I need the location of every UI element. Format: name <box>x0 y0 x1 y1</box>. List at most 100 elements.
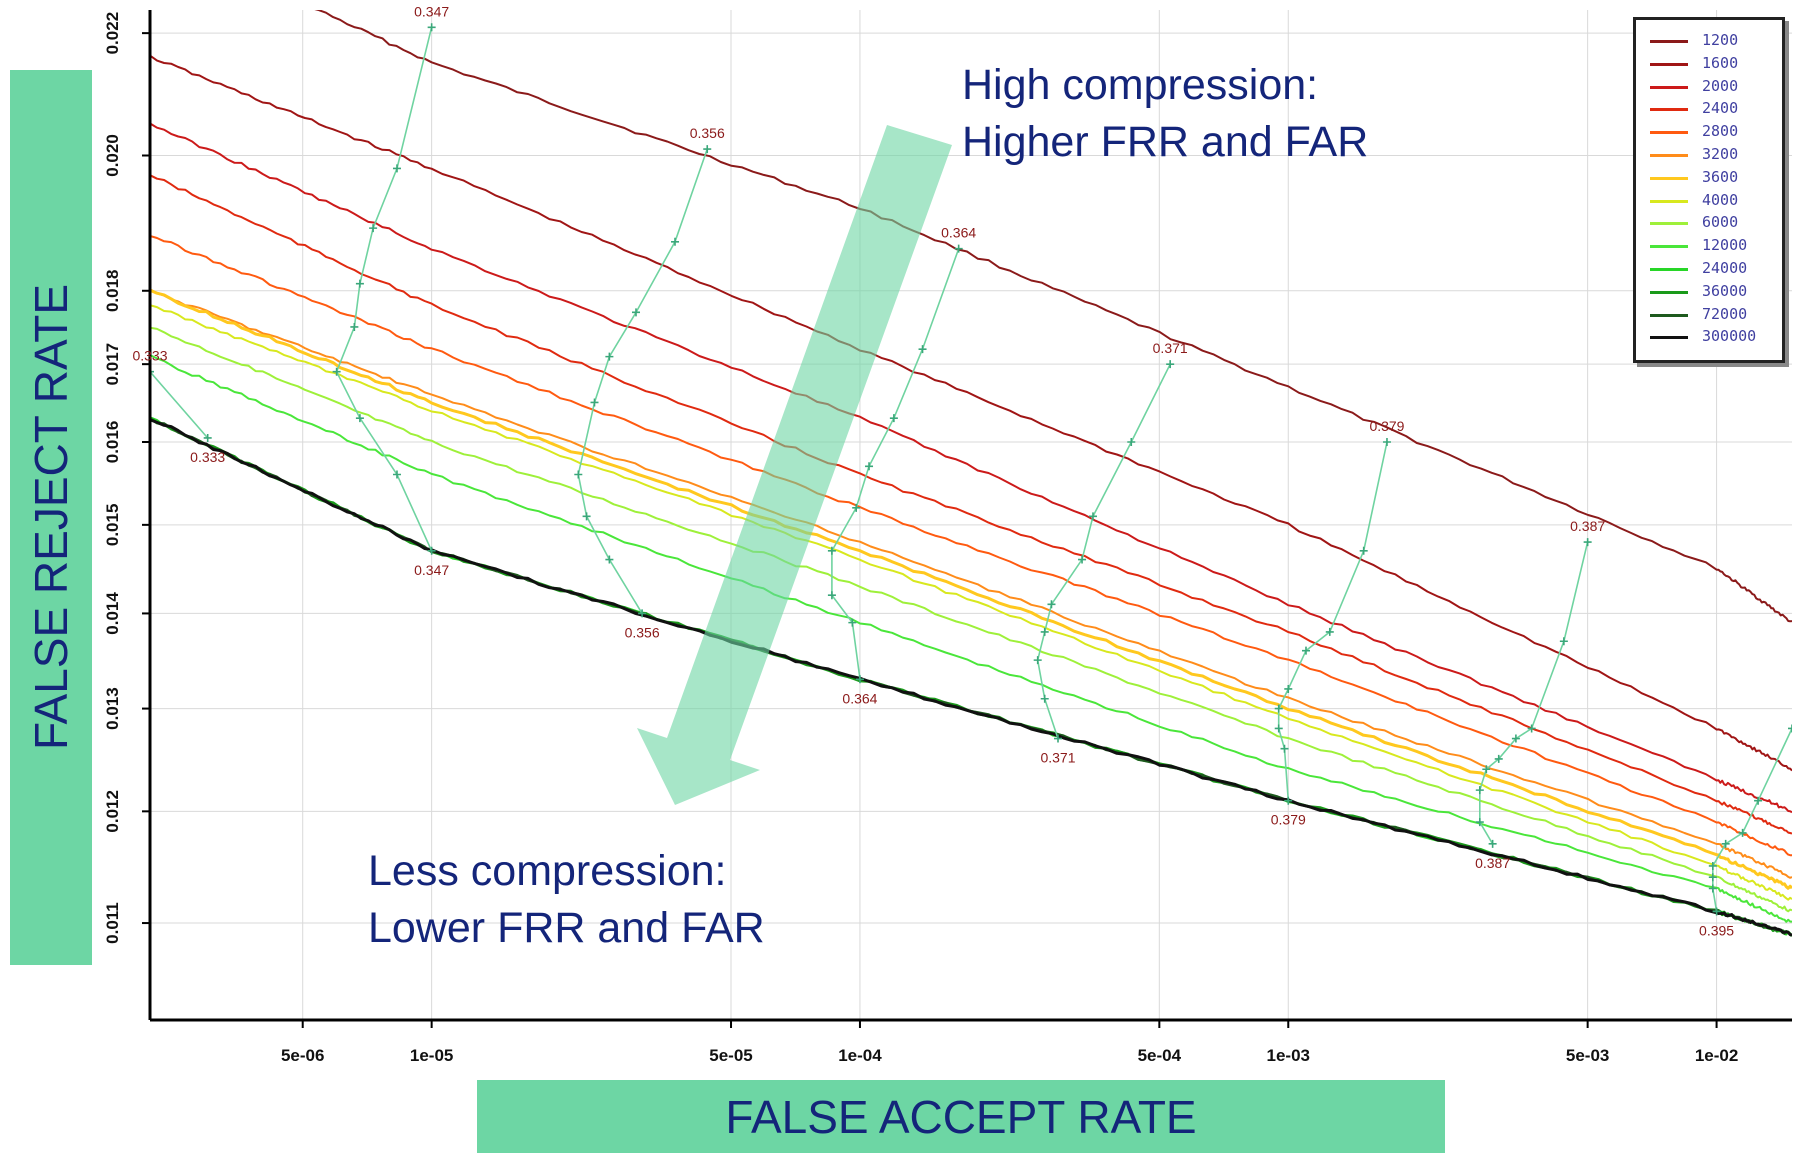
threshold-marker <box>1754 796 1763 805</box>
legend-label: 300000 <box>1702 327 1757 346</box>
threshold-label-bottom: 0.333 <box>190 449 225 465</box>
legend-swatch <box>1650 108 1688 112</box>
compression-arrow <box>637 125 952 805</box>
legend-label: 2800 <box>1702 122 1739 141</box>
y-tick-label: 0.015 <box>103 504 122 547</box>
series-line-3200 <box>150 288 1792 879</box>
threshold-marker <box>1274 704 1283 713</box>
legend-label: 36000 <box>1702 281 1748 300</box>
threshold-label-top: 0.387 <box>1570 518 1605 534</box>
threshold-marker <box>1274 724 1283 733</box>
threshold-marker <box>427 23 436 32</box>
threshold-marker <box>1708 873 1717 882</box>
threshold-marker <box>1127 437 1136 446</box>
legend-label: 3200 <box>1702 145 1739 163</box>
threshold-marker <box>1033 656 1042 665</box>
threshold-label-bottom: 0.356 <box>625 624 660 640</box>
legend-item: 1600 <box>1650 53 1780 75</box>
legend-item: 12000 <box>1650 235 1780 257</box>
threshold-lines <box>150 23 1792 916</box>
threshold-marker <box>1040 694 1049 703</box>
x-tick-label: 1e-04 <box>838 1046 882 1065</box>
legend-swatch <box>1650 40 1688 43</box>
legend-swatch <box>1650 336 1688 340</box>
legend-item: 3200 <box>1650 144 1780 166</box>
threshold-marker <box>918 345 927 354</box>
threshold-marker <box>1583 538 1592 547</box>
legend-swatch <box>1650 62 1688 66</box>
x-tick-label: 1e-05 <box>410 1046 453 1065</box>
threshold-marker <box>671 237 680 246</box>
legend-item: 72000 <box>1650 304 1780 326</box>
threshold-marker <box>1494 754 1503 763</box>
legend-swatch <box>1650 131 1688 135</box>
legend-swatch <box>1650 154 1688 157</box>
threshold-marker <box>827 591 836 600</box>
legend-swatch <box>1650 222 1688 226</box>
series-line-12000 <box>150 354 1792 923</box>
threshold-label-top: 0.364 <box>941 225 976 241</box>
threshold-marker <box>355 279 364 288</box>
threshold-marker <box>1302 646 1310 655</box>
legend-item: 300000 <box>1650 326 1780 348</box>
low-compression-line1: Less compression: <box>368 847 727 895</box>
threshold-label-bottom: 0.379 <box>1271 812 1306 828</box>
threshold-marker <box>1325 627 1334 636</box>
threshold-label-bottom: 0.371 <box>1040 750 1075 766</box>
threshold-marker <box>1382 437 1391 446</box>
threshold-marker <box>889 414 898 423</box>
series-line-300000 <box>150 418 1792 937</box>
legend-item: 36000 <box>1650 281 1780 303</box>
high-compression-note: High compression: Higher FRR and FAR <box>962 57 1368 171</box>
legend-swatch <box>1650 268 1688 271</box>
threshold-marker <box>1488 839 1497 848</box>
threshold-label-top: 0.333 <box>132 348 167 364</box>
threshold-marker <box>1054 734 1063 743</box>
threshold-marker <box>852 503 861 512</box>
legend-swatch <box>1650 199 1688 203</box>
legend-label: 24000 <box>1702 259 1748 277</box>
high-compression-line1: High compression: <box>962 61 1319 109</box>
threshold-marker <box>1280 744 1289 753</box>
y-tick-label: 0.012 <box>103 790 122 833</box>
low-compression-note: Less compression: Lower FRR and FAR <box>368 843 765 957</box>
legend-label: 4000 <box>1702 190 1739 209</box>
threshold-label-bottom: 0.364 <box>842 690 877 706</box>
y-tick-label: 0.011 <box>103 902 122 944</box>
threshold-marker <box>355 414 364 423</box>
legend-swatch <box>1650 290 1688 294</box>
threshold-marker <box>1284 796 1293 805</box>
legend-swatch <box>1650 176 1688 180</box>
xlabel-banner <box>477 1080 1445 1153</box>
threshold-marker <box>1088 512 1097 521</box>
threshold-label-top: 0.356 <box>690 125 725 141</box>
threshold-marker <box>1738 828 1747 837</box>
threshold-marker <box>1708 884 1717 893</box>
threshold-marker <box>582 512 591 521</box>
legend-label: 1200 <box>1702 31 1739 49</box>
threshold-marker <box>848 618 857 627</box>
x-axis-label: FALSE ACCEPT RATE <box>725 1091 1197 1143</box>
threshold-marker <box>638 609 647 618</box>
y-tick-label: 0.020 <box>103 134 122 177</box>
legend-item: 2800 <box>1650 121 1780 143</box>
y-tick-label: 0.014 <box>103 592 122 635</box>
threshold-marker <box>427 546 436 555</box>
threshold-marker <box>855 675 864 684</box>
y-tick-labels: 0.011 0.012 0.013 0.014 0.015 0.016 0.017 0.018… <box>103 12 122 944</box>
threshold-marker <box>632 308 641 317</box>
y-tick-label: 0.016 <box>103 421 122 464</box>
threshold-marker <box>827 546 836 555</box>
legend-item: 6000 <box>1650 212 1780 234</box>
threshold-line <box>577 148 708 614</box>
series-lines <box>150 10 1792 937</box>
threshold-line <box>1712 728 1792 912</box>
threshold-marker <box>1078 555 1087 564</box>
x-tick-label: 1e-03 <box>1267 1046 1310 1065</box>
legend-label: 1600 <box>1702 53 1739 72</box>
threshold-marker <box>1284 684 1293 693</box>
threshold-marker <box>605 555 614 564</box>
threshold-marker <box>1788 724 1792 733</box>
threshold-marker <box>1559 637 1568 646</box>
